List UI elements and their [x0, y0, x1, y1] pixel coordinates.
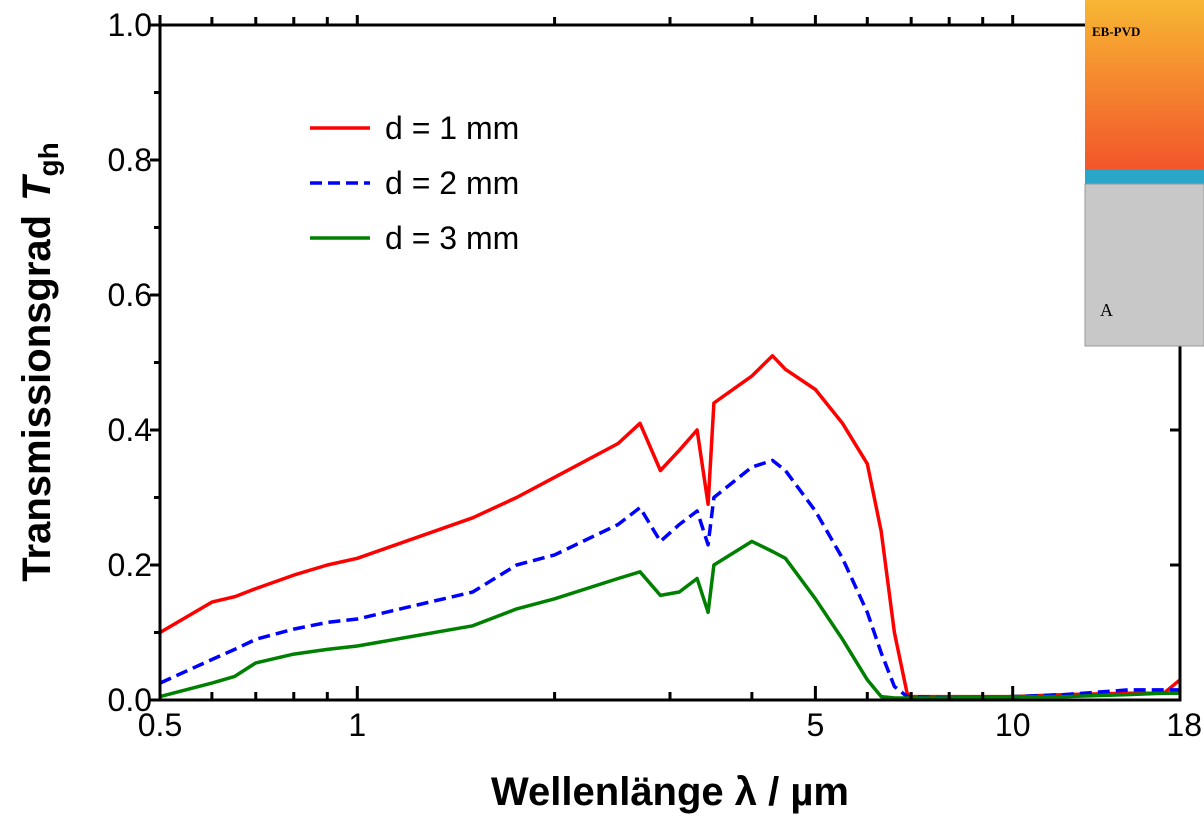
- legend-label: d = 2 mm: [385, 165, 519, 201]
- x-axis-label: Wellenlänge λ / µm: [491, 770, 849, 814]
- x-tick-label: 0.5: [138, 707, 182, 743]
- inset-layer: [1085, 170, 1204, 184]
- inset-text: EB-PVD: [1092, 24, 1140, 39]
- y-tick-label: 0.6: [108, 277, 152, 313]
- data-line: [159, 539, 1180, 700]
- y-tick-label: 1.0: [108, 7, 152, 43]
- inset-text: A: [1100, 300, 1113, 320]
- legend-label: d = 3 mm: [385, 220, 519, 256]
- inset-substrate: [1084, 183, 1204, 347]
- x-tick-label: 1: [348, 707, 366, 743]
- data-line: [159, 354, 1182, 699]
- y-axis-label: Transmissionsgrad Tgh: [15, 142, 64, 581]
- x-tick-label: 10: [995, 707, 1031, 743]
- y-axis-subscript: gh: [33, 142, 64, 176]
- legend-label: d = 1 mm: [385, 110, 519, 146]
- x-tick-label: 18: [1166, 707, 1202, 743]
- y-tick-label: 0.4: [108, 412, 152, 448]
- y-tick-label: 0.8: [108, 142, 152, 178]
- x-tick-label: 5: [807, 707, 825, 743]
- data-line: [159, 458, 1180, 700]
- y-tick-label: 0.2: [108, 547, 152, 583]
- y-axis-label-text: Transmissionsgrad: [15, 215, 59, 582]
- y-axis-symbol: T: [15, 173, 59, 201]
- y-tick-label: 0.0: [108, 682, 152, 718]
- inset-photo: [1085, 0, 1204, 175]
